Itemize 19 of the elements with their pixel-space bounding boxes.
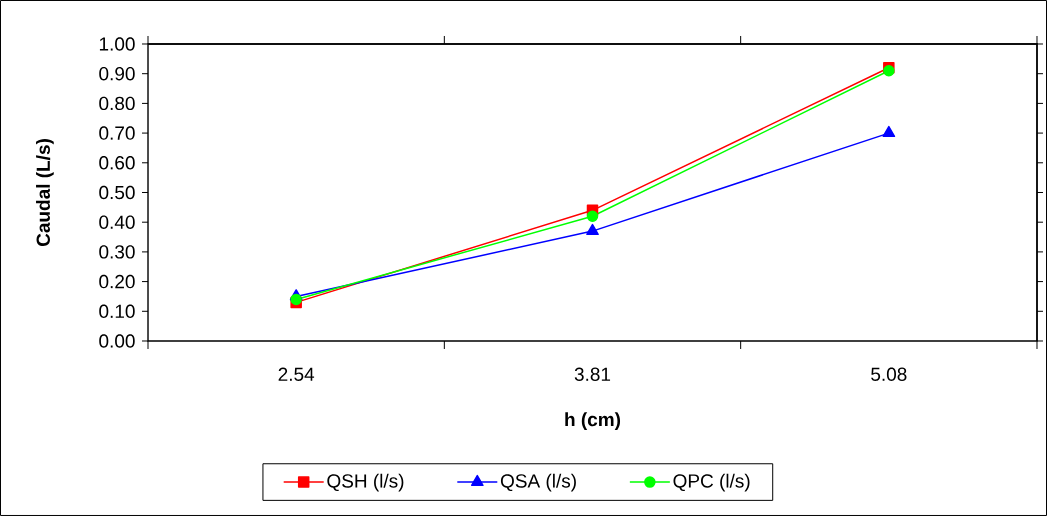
y-tick-label: 0.10 <box>99 304 135 319</box>
legend-label: QSA (l/s) <box>500 473 576 492</box>
y-tick-label: 0.90 <box>99 66 135 81</box>
y-tick-label: 0.20 <box>99 274 135 289</box>
x-tick-label: 5.08 <box>871 367 907 381</box>
y-tick-label: 0.40 <box>99 215 135 229</box>
y-tick-label: 0.80 <box>99 96 135 111</box>
x-tick-label: 3.81 <box>574 367 611 381</box>
y-tick-label: 0.00 <box>99 334 135 348</box>
y-tick-label: 1.00 <box>99 37 135 51</box>
x-tick-label: 2.54 <box>278 367 315 381</box>
y-tick-label: 0.60 <box>99 156 135 170</box>
legend-label: QPC (l/s) <box>673 473 750 492</box>
y-tick-label: 0.50 <box>99 185 135 200</box>
x-axis-title: h (cm) <box>565 412 621 431</box>
legend-label: QSH (l/s) <box>327 473 404 492</box>
y-tick-label: 0.30 <box>99 245 135 259</box>
y-tick-label: 0.70 <box>99 126 135 140</box>
y-axis-title: Caudal (L/s) <box>36 139 54 247</box>
